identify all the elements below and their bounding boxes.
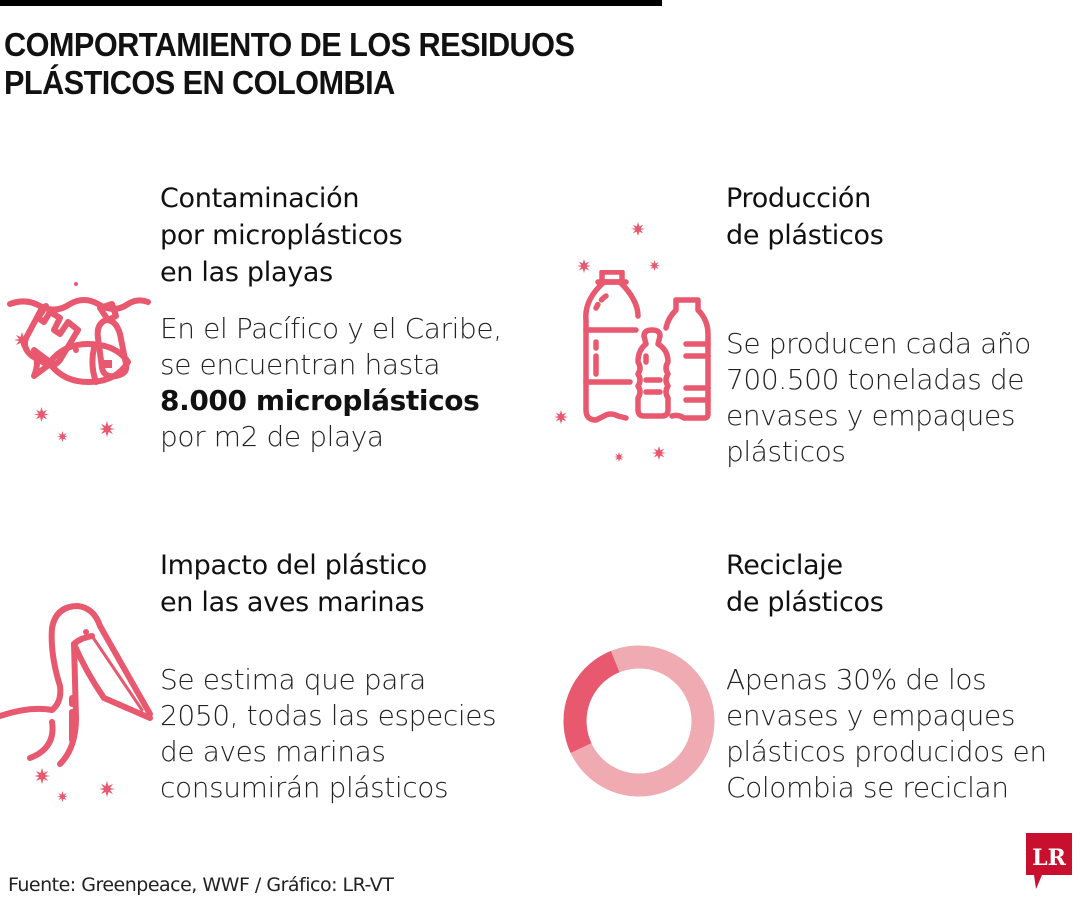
sparkle-icon <box>57 431 68 442</box>
section-body-aves: Se estima que para 2050, todas las espec… <box>160 662 497 806</box>
heading-line: en las playas <box>160 257 333 288</box>
heading-line: por microplásticos <box>160 220 403 251</box>
body-line: consumirán plásticos <box>160 771 449 804</box>
sparkle-icon <box>99 421 115 437</box>
section-heading-produccion: Producción de plásticos <box>726 180 884 254</box>
heading-line: de plásticos <box>726 587 884 618</box>
sparkle-icon <box>554 410 568 424</box>
body-line: plásticos producidos en <box>726 735 1047 768</box>
heading-line: Impacto del plástico <box>160 550 428 581</box>
fish-plastic-icon <box>7 282 151 385</box>
section-body-reciclaje: Apenas 30% de los envases y empaques plá… <box>726 662 1047 806</box>
sparkle-icon <box>14 332 30 348</box>
sparkle-icon <box>34 407 49 422</box>
section-body-produccion: Se producen cada año 700.500 toneladas d… <box>726 326 1031 470</box>
heading-line: de plásticos <box>726 220 884 251</box>
body-line: Se producen cada año <box>726 327 1031 360</box>
sparkle-icon <box>99 781 115 797</box>
body-line: En el Pacífico y el Caribe, <box>160 312 502 345</box>
donut-chart-icon <box>563 645 715 797</box>
heading-line: en las aves marinas <box>160 587 425 618</box>
sparkle-icon <box>631 222 645 236</box>
sparkle-icon <box>649 260 660 271</box>
heading-line: Contaminación <box>160 183 360 214</box>
body-line: plásticos <box>726 435 846 468</box>
section-heading-aves: Impacto del plástico en las aves marinas <box>160 547 427 621</box>
section-heading-microplasticos: Contaminación por microplásticos en las … <box>160 180 403 291</box>
sparkle-icon <box>577 259 591 273</box>
svg-text:LR: LR <box>1032 845 1066 871</box>
heading-line: Producción <box>726 183 871 214</box>
sparkle-icon <box>34 768 50 784</box>
body-line: envases y empaques <box>726 699 1016 732</box>
body-line: 700.500 toneladas de <box>726 363 1025 396</box>
source-credit: Fuente: Greenpeace, WWF / Gráfico: LR-VT <box>8 874 394 896</box>
section-heading-reciclaje: Reciclaje de plásticos <box>726 547 884 621</box>
section-body-microplasticos: En el Pacífico y el Caribe, se encuentra… <box>160 311 502 455</box>
lr-logo-icon: LR <box>1026 833 1072 889</box>
pelican-icon <box>0 603 153 767</box>
sparkle-icon <box>57 791 68 802</box>
body-line: de aves marinas <box>160 735 386 768</box>
body-line: se encuentran hasta <box>160 348 441 381</box>
body-line: Se estima que para <box>160 663 426 696</box>
body-line: Colombia se reciclan <box>726 771 1009 804</box>
plastic-bottles-icon <box>583 270 711 423</box>
top-rule <box>0 0 662 6</box>
heading-line: Reciclaje <box>726 550 843 581</box>
body-line: envases y empaques <box>726 399 1016 432</box>
page-title: COMPORTAMIENTO DE LOS RESIDUOS PLÁSTICOS… <box>4 26 575 102</box>
body-line: por m2 de playa <box>160 420 384 453</box>
title-line-2: PLÁSTICOS EN COLOMBIA <box>4 64 395 101</box>
title-line-1: COMPORTAMIENTO DE LOS RESIDUOS <box>4 26 575 63</box>
body-line: 2050, todas las especies <box>160 699 497 732</box>
sparkle-icon <box>614 452 624 462</box>
sparkle-icon <box>652 446 666 460</box>
highlight-figure: 8.000 microplásticos <box>160 384 480 417</box>
body-line: Apenas 30% de los <box>726 663 987 696</box>
